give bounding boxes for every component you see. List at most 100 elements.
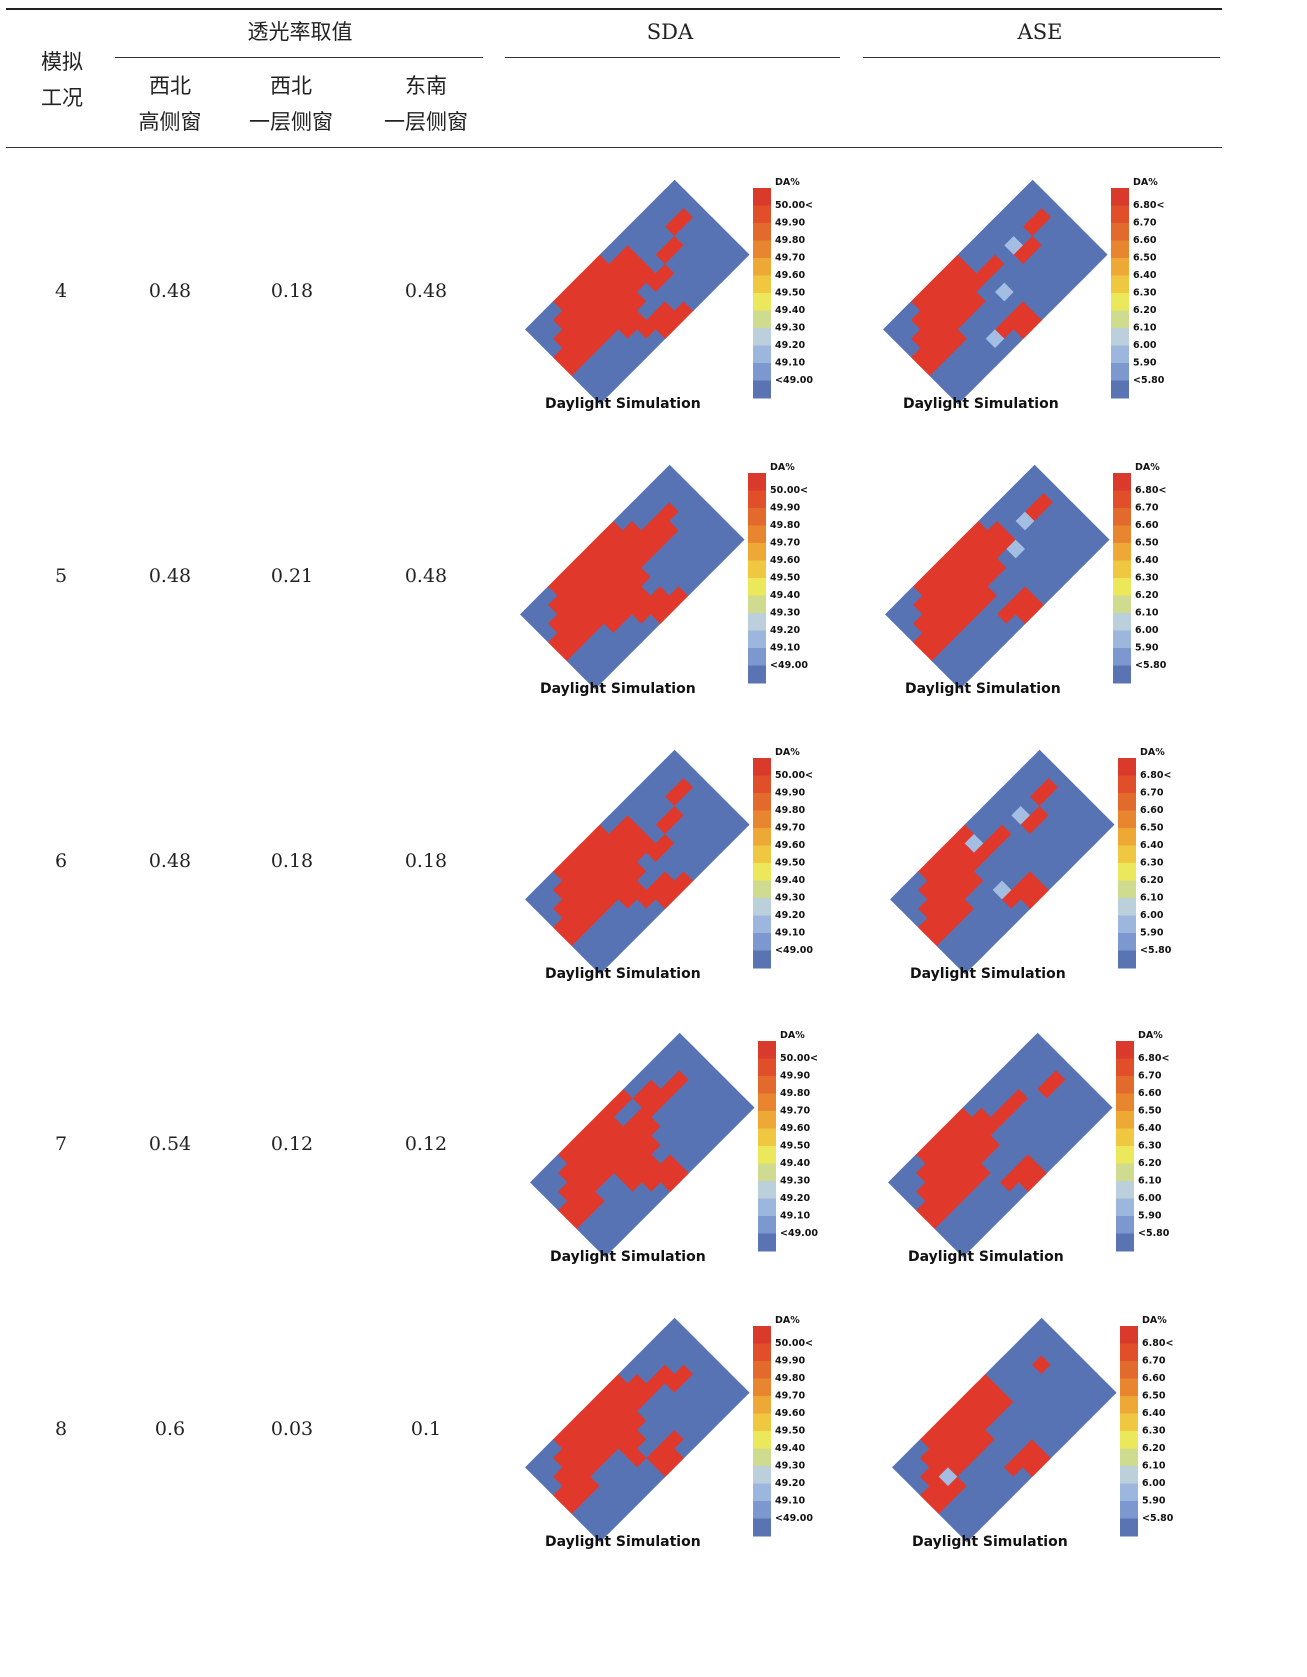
- header-condition-line2: 工况: [41, 86, 83, 110]
- transmittance-value: 0.48: [404, 280, 448, 302]
- transmittance-value: 0.12: [270, 1133, 314, 1155]
- sda-simulation-svg: Daylight Simulation DA% 50.00< 49.90 49.80 49…: [524, 747, 813, 982]
- legend-label: 49.90: [775, 218, 805, 229]
- legend-swatch: [753, 1518, 771, 1537]
- legend-swatch: [1113, 613, 1131, 631]
- legend-label: 49.80: [770, 520, 800, 531]
- legend-swatch: [748, 648, 766, 666]
- legend-label: 6.50: [1140, 823, 1164, 834]
- legend-label: 49.40: [775, 305, 805, 316]
- legend-swatch: [1113, 578, 1131, 596]
- legend-label: 49.60: [775, 270, 805, 281]
- legend-swatch: [753, 223, 771, 241]
- legend-label: 6.50: [1133, 253, 1157, 264]
- plan-label: Daylight Simulation: [550, 1249, 706, 1265]
- legend-swatch: [1120, 1431, 1138, 1449]
- header-sub-line2: 一层侧窗: [384, 110, 468, 134]
- legend-swatch: [1113, 665, 1131, 684]
- transmittance-value: 0.48: [404, 565, 448, 587]
- legend-swatch: [758, 1163, 776, 1182]
- legend-swatch: [753, 345, 771, 364]
- condition-id: 8: [54, 1418, 68, 1440]
- legend-label: <49.00: [770, 660, 808, 671]
- legend-swatch: [1116, 1146, 1134, 1164]
- legend-label: 49.50: [780, 1141, 810, 1152]
- legend-title: DA%: [775, 1315, 800, 1326]
- legend-swatch: [1118, 880, 1136, 899]
- legend-swatch: [758, 1058, 776, 1077]
- legend-swatch: [1111, 380, 1129, 399]
- ase-simulation-svg: Daylight Simulation DA% 6.80< 6.70 6.60 6.50 6…: [884, 462, 1167, 697]
- legend-label: 49.10: [775, 1496, 805, 1507]
- legend-label: 5.90: [1140, 928, 1164, 939]
- legend-swatch: [1118, 793, 1136, 811]
- legend-swatch: [753, 775, 771, 794]
- floor-plan-map: [891, 1317, 1117, 1543]
- legend-swatch: [1111, 188, 1129, 206]
- legend-swatch: [1118, 933, 1136, 951]
- legend-swatch: [758, 1111, 776, 1129]
- legend-label: 6.00: [1133, 340, 1157, 351]
- header-sub-line2: 高侧窗: [138, 110, 202, 134]
- legend-label: 6.30: [1142, 1426, 1166, 1437]
- legend-swatch: [753, 258, 771, 276]
- legend-label: 6.70: [1135, 503, 1159, 514]
- plan-label: Daylight Simulation: [905, 681, 1061, 697]
- header-sub-line1: 西北: [270, 74, 312, 98]
- legend-swatch: [1116, 1163, 1134, 1182]
- legend-swatch: [1113, 525, 1131, 544]
- legend-label: 5.90: [1142, 1496, 1166, 1507]
- legend-swatch: [753, 380, 771, 399]
- legend-label: 50.00<: [775, 770, 813, 781]
- legend-swatch: [1116, 1216, 1134, 1234]
- legend-label: 49.10: [770, 643, 800, 654]
- transmittance-value: 0.48: [148, 280, 192, 302]
- legend-label: 49.20: [775, 910, 805, 921]
- legend-swatch: [1120, 1413, 1138, 1432]
- transmittance-value: 0.03: [270, 1418, 314, 1440]
- legend-label: 6.00: [1140, 910, 1164, 921]
- plan-label: Daylight Simulation: [545, 966, 701, 982]
- legend-swatch: [748, 473, 766, 491]
- legend-swatch: [753, 310, 771, 329]
- legend-label: 49.50: [775, 858, 805, 869]
- legend-swatch: [758, 1041, 776, 1059]
- legend-swatch: [1116, 1128, 1134, 1147]
- plan-label: Daylight Simulation: [912, 1534, 1068, 1550]
- condition-id: 5: [54, 565, 68, 587]
- legend-swatch: [758, 1076, 776, 1094]
- transmittance-value: 0.12: [404, 1133, 448, 1155]
- legend-title: DA%: [770, 462, 795, 473]
- legend-swatch: [753, 1343, 771, 1362]
- transmittance-value: 0.21: [270, 565, 314, 587]
- legend-label: 5.90: [1135, 643, 1159, 654]
- legend-swatch: [1120, 1466, 1138, 1484]
- legend-swatch: [1120, 1361, 1138, 1379]
- legend-label: 49.80: [780, 1088, 810, 1099]
- floor-plan-map: [524, 749, 750, 975]
- legend-label: 49.20: [770, 625, 800, 636]
- legend-swatch: [753, 1431, 771, 1449]
- legend-swatch: [1113, 490, 1131, 509]
- legend-title: DA%: [1142, 1315, 1167, 1326]
- legend-swatch: [1118, 810, 1136, 829]
- sda-simulation-svg: Daylight Simulation DA% 50.00< 49.90 49.80 49…: [524, 177, 813, 412]
- legend-swatch: [753, 1396, 771, 1414]
- legend-swatch: [748, 595, 766, 614]
- legend-label: 49.30: [780, 1176, 810, 1187]
- legend-swatch: [753, 1501, 771, 1519]
- legend-swatch: [1113, 595, 1131, 614]
- plan-cell: [730, 815, 750, 835]
- legend-label: 6.30: [1140, 858, 1164, 869]
- legend-label: 50.00<: [775, 200, 813, 211]
- legend-swatch: [753, 1326, 771, 1344]
- legend-label: 49.50: [775, 1426, 805, 1437]
- legend-label: 49.90: [770, 503, 800, 514]
- legend-label: 6.60: [1138, 1088, 1162, 1099]
- header-se-ground-window: 东南 一层侧窗: [371, 68, 481, 140]
- sda-simulation-svg: Daylight Simulation DA% 50.00< 49.90 49.80 49…: [529, 1030, 818, 1265]
- legend-swatch: [758, 1233, 776, 1252]
- legend-label: 49.30: [770, 608, 800, 619]
- legend-label: 6.10: [1138, 1176, 1162, 1187]
- legend-swatch: [753, 880, 771, 899]
